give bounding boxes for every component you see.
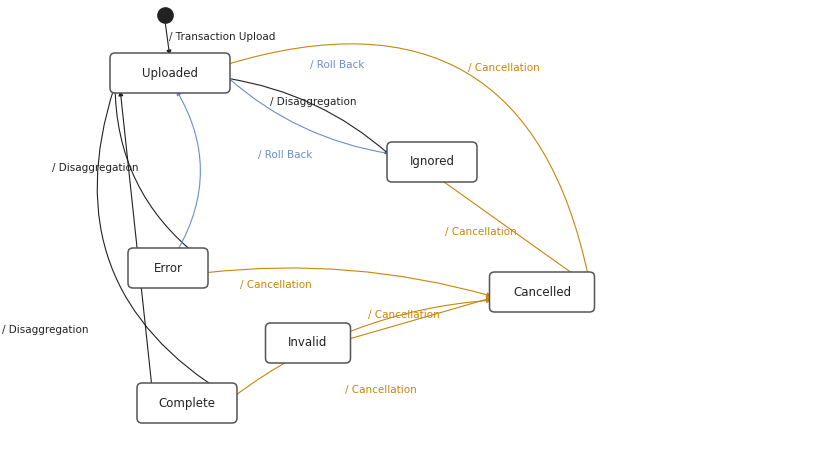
FancyArrowPatch shape — [235, 298, 490, 396]
Text: Error: Error — [154, 261, 183, 274]
Text: / Cancellation: / Cancellation — [240, 280, 311, 290]
Text: Invalid: Invalid — [288, 337, 327, 350]
FancyArrowPatch shape — [228, 44, 590, 278]
FancyArrowPatch shape — [228, 78, 389, 154]
FancyBboxPatch shape — [387, 142, 477, 182]
FancyArrowPatch shape — [165, 24, 171, 54]
FancyBboxPatch shape — [110, 53, 230, 93]
FancyArrowPatch shape — [177, 92, 200, 251]
Text: / Roll Back: / Roll Back — [310, 60, 364, 70]
Text: / Cancellation: / Cancellation — [368, 310, 440, 320]
FancyBboxPatch shape — [137, 383, 237, 423]
FancyArrowPatch shape — [228, 78, 389, 154]
Text: Uploaded: Uploaded — [142, 66, 198, 79]
Text: / Disaggregation: / Disaggregation — [52, 163, 139, 173]
Text: / Roll Back: / Roll Back — [258, 150, 312, 160]
FancyArrowPatch shape — [119, 92, 152, 385]
FancyArrowPatch shape — [115, 84, 200, 258]
Text: / Cancellation: / Cancellation — [345, 385, 417, 395]
FancyBboxPatch shape — [266, 323, 351, 363]
Text: / Cancellation: / Cancellation — [468, 63, 539, 73]
FancyArrowPatch shape — [439, 179, 581, 280]
Text: Complete: Complete — [159, 397, 215, 409]
Text: Cancelled: Cancelled — [513, 285, 571, 298]
FancyArrowPatch shape — [348, 298, 491, 339]
Text: / Disaggregation: / Disaggregation — [2, 325, 89, 335]
Text: / Cancellation: / Cancellation — [445, 227, 517, 237]
FancyArrowPatch shape — [97, 87, 229, 396]
Text: / Transaction Upload: / Transaction Upload — [169, 32, 276, 42]
Text: / Disaggregation: / Disaggregation — [270, 97, 357, 107]
FancyBboxPatch shape — [128, 248, 208, 288]
FancyArrowPatch shape — [205, 268, 491, 297]
FancyBboxPatch shape — [489, 272, 595, 312]
Text: Ignored: Ignored — [409, 156, 454, 169]
